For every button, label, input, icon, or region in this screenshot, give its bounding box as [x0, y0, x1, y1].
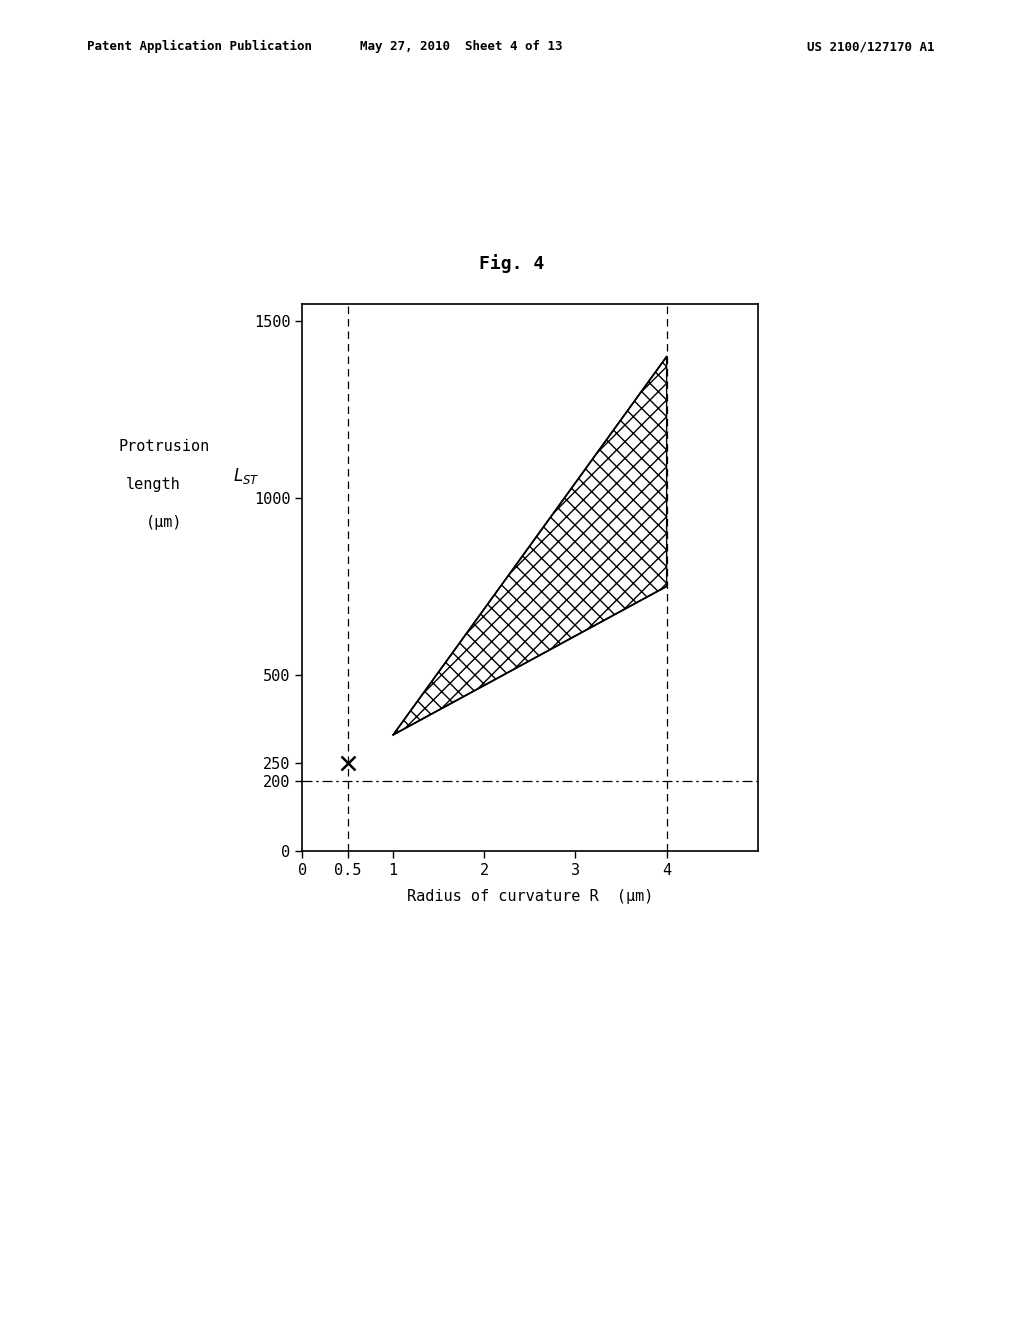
Text: $L_{ST}$: $L_{ST}$ — [232, 466, 259, 486]
Text: Patent Application Publication: Patent Application Publication — [87, 40, 312, 53]
Text: (μm): (μm) — [145, 515, 182, 531]
Text: US 2100/127170 A1: US 2100/127170 A1 — [807, 40, 934, 53]
X-axis label: Radius of curvature R  (μm): Radius of curvature R (μm) — [407, 890, 653, 904]
Text: Protrusion: Protrusion — [118, 438, 210, 454]
Text: length: length — [126, 477, 181, 492]
Text: Fig. 4: Fig. 4 — [479, 255, 545, 273]
Polygon shape — [393, 356, 667, 735]
Text: May 27, 2010  Sheet 4 of 13: May 27, 2010 Sheet 4 of 13 — [359, 40, 562, 53]
